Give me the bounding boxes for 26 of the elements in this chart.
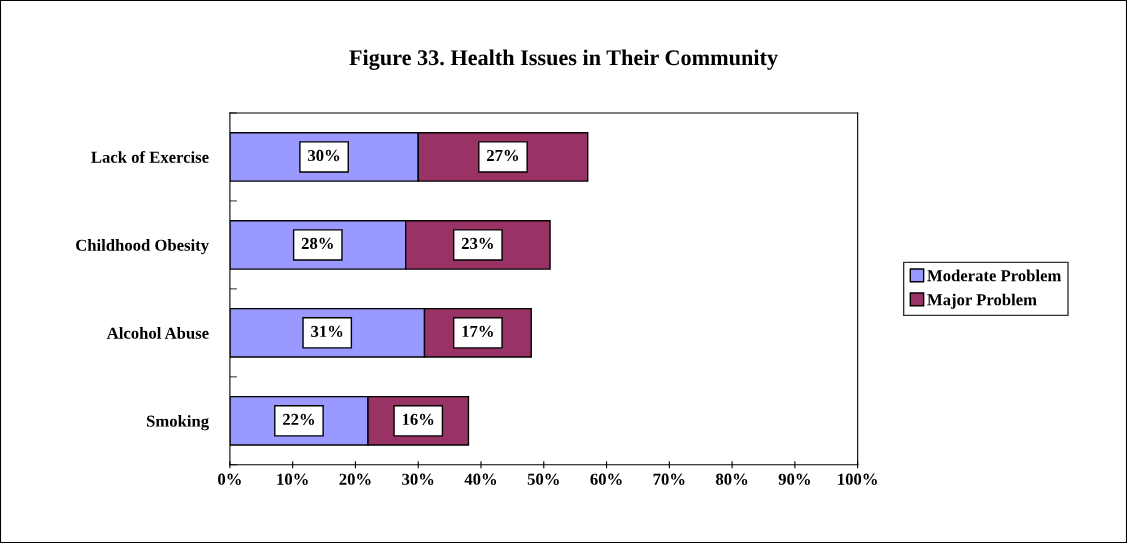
x-tick-label: 40%: [464, 473, 497, 485]
data-label: 30%: [308, 149, 340, 162]
x-tick-label: 10%: [277, 473, 308, 485]
data-label: 27%: [487, 149, 519, 162]
y-tick-label: Lack of Exercise: [91, 150, 209, 163]
x-tick-label: 60%: [590, 473, 622, 485]
x-tick-label: 0%: [218, 473, 241, 485]
x-tick-label: 50%: [527, 473, 559, 485]
chart-title: Figure 33. Health Issues in Their Community: [349, 49, 778, 70]
y-tick-label: Smoking: [146, 415, 209, 431]
x-tick-label: 20%: [339, 473, 371, 485]
data-label: 16%: [402, 413, 434, 426]
data-label: 17%: [462, 325, 493, 338]
y-tick-label: Alcohol Abuse: [106, 327, 209, 339]
y-tick-label: Childhood Obesity: [76, 239, 209, 255]
x-tick-label: 80%: [715, 473, 748, 485]
x-tick-label: 70%: [653, 473, 685, 485]
legend-label: Moderate Problem: [927, 269, 1062, 282]
data-label: 23%: [461, 237, 493, 250]
data-label: 31%: [311, 325, 343, 338]
data-label: 22%: [282, 413, 315, 426]
legend-label: Major Problem: [927, 293, 1037, 309]
x-tick-label: 30%: [402, 473, 434, 485]
x-tick-label: 90%: [778, 473, 810, 485]
x-tick-label: 100%: [838, 473, 877, 485]
data-label: 28%: [301, 237, 333, 250]
